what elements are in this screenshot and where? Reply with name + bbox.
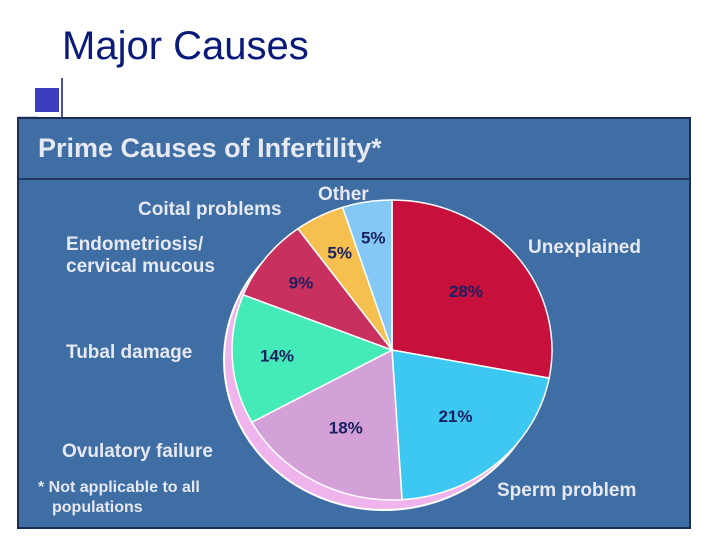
value-label: 5% xyxy=(361,228,386,247)
chart-title: Prime Causes of Infertility* xyxy=(38,133,382,163)
category-label: Other xyxy=(318,184,369,205)
category-label: Sperm problem xyxy=(497,480,637,501)
pie-slice xyxy=(391,199,553,379)
value-label: 21% xyxy=(438,407,472,426)
category-label: Coital problems xyxy=(138,199,282,220)
category-label: Unexplained xyxy=(528,237,641,258)
pie-slice xyxy=(250,348,403,501)
value-label: 18% xyxy=(329,418,363,437)
category-label: Endometriosis/ cervical mucous xyxy=(66,234,215,277)
pie-slice xyxy=(341,199,393,351)
pie-slice xyxy=(231,293,394,424)
slide-title: Major Causes xyxy=(62,24,309,68)
footnote: * Not applicable to all populations xyxy=(38,479,200,516)
category-label: Ovulatory failure xyxy=(62,441,213,462)
deco-square xyxy=(35,88,59,112)
value-label: 28% xyxy=(449,282,483,301)
pie-slice xyxy=(242,227,395,352)
category-label: Tubal damage xyxy=(66,342,193,363)
value-label: 9% xyxy=(289,273,314,292)
pie-slice xyxy=(391,349,551,501)
value-label: 14% xyxy=(260,346,294,365)
pie: 28% 21% 18% 14% 9% 5% 5% xyxy=(231,199,553,501)
value-label: 5% xyxy=(327,243,352,262)
